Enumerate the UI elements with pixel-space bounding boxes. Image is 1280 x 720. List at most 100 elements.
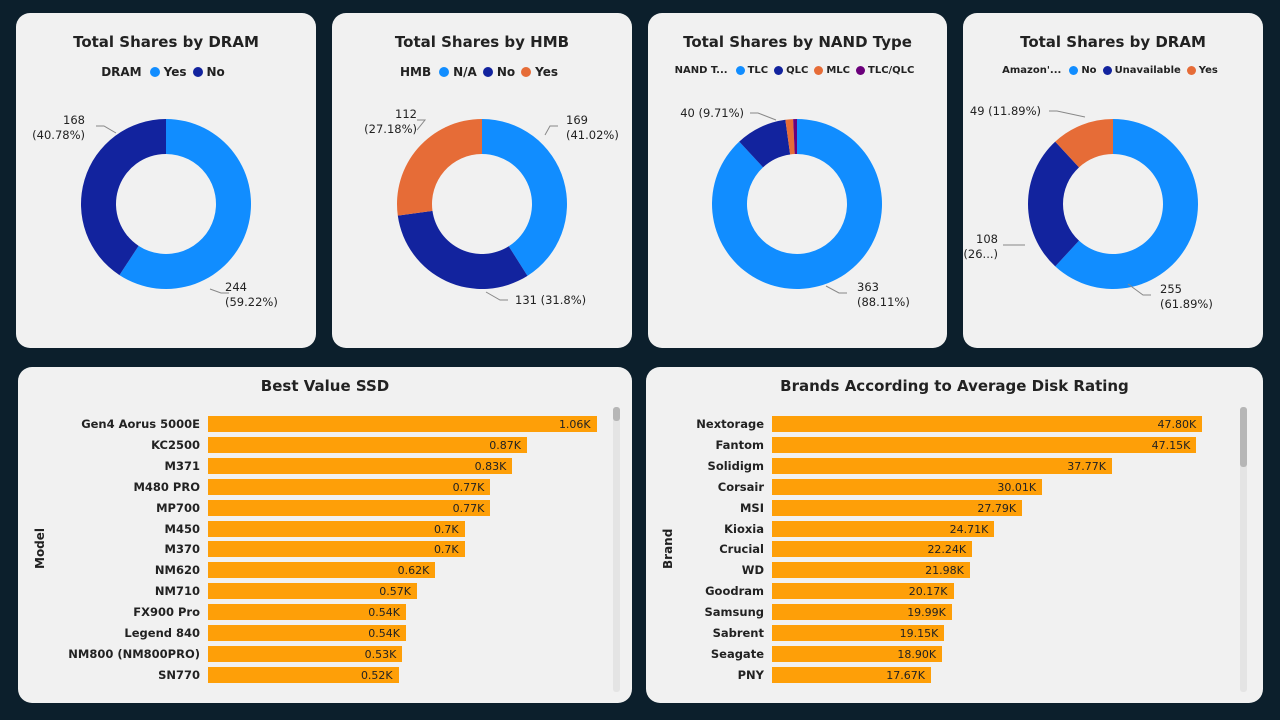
legend-item-qlc[interactable]: QLC — [774, 65, 808, 76]
data-label: 40 (9.71%) — [680, 106, 744, 120]
data-label-percent: (41.02%) — [566, 128, 619, 142]
donut-chart: 363(88.11%) 40 (9.71%) — [680, 106, 910, 309]
data-label-value: 168 — [63, 113, 85, 127]
bar-m370[interactable] — [208, 541, 465, 558]
bar-mp700[interactable] — [208, 499, 491, 516]
donut-slice-yes[interactable] — [397, 119, 482, 216]
legend-item-mlc[interactable]: MLC — [814, 65, 850, 76]
legend-label: Yes — [163, 65, 187, 79]
legend-marker — [149, 67, 160, 77]
legend-item-no[interactable]: No — [482, 65, 516, 79]
donut-slice-qlc[interactable] — [739, 119, 791, 168]
donut-chart: 244(59.22%) 168(40.78%) — [32, 113, 278, 309]
bar-wd[interactable] — [772, 562, 970, 579]
label-leader-line — [825, 285, 847, 294]
bar-gen4-aorus-5000e[interactable] — [208, 416, 597, 432]
bar-m450[interactable] — [208, 520, 465, 537]
legend-item-yes[interactable]: Yes — [1186, 65, 1218, 76]
category-label: KC2500 — [151, 437, 200, 452]
legend-item-tlc-qlc[interactable]: TLC/QLC — [856, 65, 914, 76]
donut-slice-mlc[interactable] — [785, 119, 795, 155]
bar-card-brands: Brands According to Average Disk Rating … — [646, 367, 1263, 703]
bar-card-best-value: Best Value SSD Model Gen4 Aorus 5000E 1.0… — [18, 367, 632, 703]
legend-label: No — [1081, 65, 1097, 76]
chart-title: Brands According to Average Disk Rating — [780, 377, 1129, 395]
legend-item-unavailable[interactable]: Unavailable — [1102, 65, 1181, 76]
legend-label: TLC/QLC — [868, 65, 915, 76]
donut-slice-unavailable[interactable] — [1028, 141, 1080, 267]
legend-marker — [439, 67, 450, 77]
bar-legend-840[interactable] — [208, 625, 406, 641]
legend-label: QLC — [786, 65, 809, 76]
legend-marker — [774, 66, 784, 75]
data-label-value: 112 — [395, 107, 417, 121]
category-label: SN770 — [158, 667, 200, 682]
legend-title: DRAM — [101, 65, 142, 79]
bar-sn770[interactable] — [208, 666, 399, 683]
bar-value-label: 30.01K — [997, 480, 1037, 494]
category-label: NM710 — [154, 584, 200, 599]
category-label: WD — [741, 563, 764, 578]
bar-fantom[interactable] — [772, 436, 1197, 453]
bar-value-label: 37.77K — [1067, 459, 1106, 473]
legend-item-n-a[interactable]: N/A — [439, 65, 477, 79]
donut-slice-n-a[interactable] — [482, 119, 567, 276]
legend-item-yes[interactable]: Yes — [149, 65, 187, 79]
bar-nm710[interactable] — [208, 583, 417, 600]
scrollbar-thumb[interactable] — [1240, 407, 1247, 467]
legend-marker — [192, 67, 203, 77]
bar-solidigm[interactable] — [772, 457, 1112, 474]
donut-card-dram: Total Shares by DRAM DRAM Yes No 244 (59.22… — [16, 13, 316, 348]
bar-value-label: 24.71K — [949, 522, 989, 536]
donut-slice-no[interactable] — [397, 210, 528, 289]
bar-crucial[interactable] — [772, 541, 973, 558]
bar-m371[interactable] — [208, 457, 513, 474]
category-label: FX900 Pro — [133, 605, 200, 620]
bar-value-label: 0.7K — [433, 543, 459, 557]
bar-corsair[interactable] — [772, 478, 1043, 495]
bar-value-label: 0.77K — [452, 501, 485, 515]
bar-kioxia[interactable] — [772, 520, 995, 537]
scrollbar[interactable] — [613, 407, 620, 692]
legend-item-no[interactable]: No — [1069, 65, 1097, 76]
chart-title: Total Shares by HMB — [394, 33, 570, 51]
legend-title: HMB — [399, 65, 432, 79]
y-axis-label: Model — [33, 527, 47, 569]
legend: Amazon'... No Unavailable Yes — [963, 65, 1263, 76]
bar-sabrent[interactable] — [772, 625, 945, 641]
bar-m480-pro[interactable] — [208, 478, 491, 495]
label-leader-line — [1127, 283, 1151, 296]
legend: NAND T... TLC QLC MLC TLC/QLC — [648, 65, 947, 76]
legend-title: NAND T... — [674, 65, 728, 76]
bar-nm800-nm800pro[interactable] — [208, 645, 403, 662]
donut-slice-yes[interactable] — [119, 119, 251, 289]
donut-slice-yes[interactable] — [1055, 119, 1113, 168]
bar-kc2500[interactable] — [208, 436, 527, 453]
legend-marker — [856, 66, 865, 75]
donut-slice-tlc-qlc[interactable] — [793, 119, 797, 155]
bar-fx900-pro[interactable] — [208, 604, 406, 621]
data-label-value: 255 — [1160, 282, 1182, 296]
bar-seagate[interactable] — [772, 645, 943, 662]
bar-nm620[interactable] — [208, 562, 436, 579]
donut-slice-tlc[interactable] — [712, 119, 882, 290]
scrollbar[interactable] — [1240, 407, 1247, 692]
donut-slice-no[interactable] — [80, 119, 166, 276]
donut-chart: 255(61.89%) 108(26...) 49 (11.89%) — [963, 104, 1212, 311]
bar-samsung[interactable] — [772, 604, 952, 621]
legend-item-yes[interactable]: Yes — [521, 65, 558, 79]
bar-nextorage[interactable] — [772, 416, 1203, 432]
bar-msi[interactable] — [772, 499, 1023, 516]
legend-item-no[interactable]: No — [192, 65, 225, 79]
bar-goodram[interactable] — [772, 583, 954, 600]
data-label-value: 363 — [857, 280, 879, 294]
legend-label: No — [496, 65, 516, 79]
donut-slice-no[interactable] — [1055, 119, 1198, 289]
scrollbar-thumb[interactable] — [613, 407, 620, 421]
data-label-percent: (26...) — [963, 247, 998, 261]
bar-pny[interactable] — [772, 666, 932, 683]
legend-marker — [1102, 66, 1112, 75]
bar-value-label: 0.62K — [397, 564, 430, 578]
legend-item-tlc[interactable]: TLC — [735, 65, 768, 76]
category-label: M371 — [164, 458, 200, 473]
